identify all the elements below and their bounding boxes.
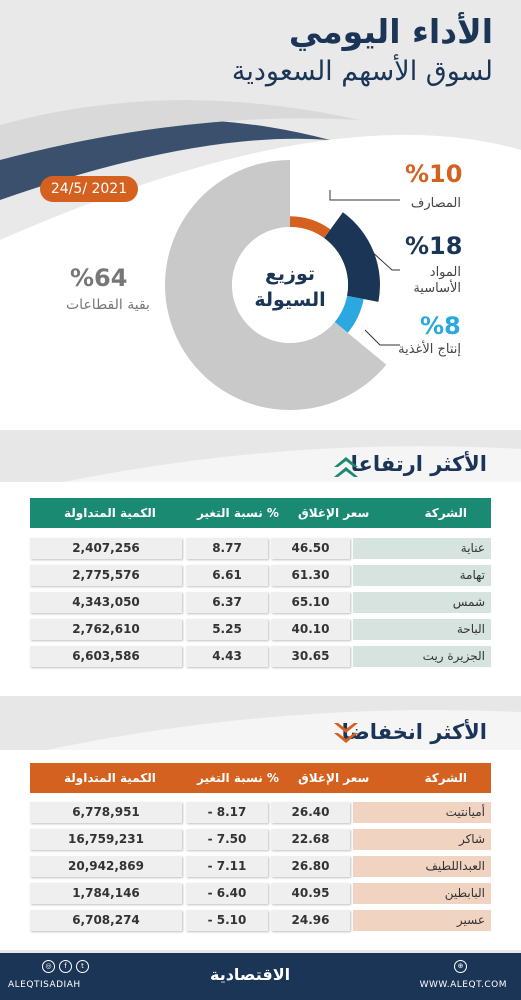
table-row: 1,784,146- 6.40 40.95 البابطين [30,883,491,904]
change-cell: 5.25 [186,619,268,640]
slice-materials [324,212,380,302]
globe-icon[interactable]: ⊕ [454,960,467,973]
slice-label-food: إنتاج الأغذية [398,342,461,357]
change-cell: - 7.11 [186,856,268,877]
col-change: نسبة التغير % [197,506,279,520]
leader-line-food [364,329,400,346]
losers-title: الأكثر انخفاضا [341,720,487,744]
table-row: 4,343,050 6.37 65.10 شمس [30,592,491,613]
col-change: نسبة التغير % [197,771,279,785]
company-cell: الباحة [353,619,491,640]
slice-label-banks: المصارف [410,196,461,211]
slice-label-materials-1: المواد [429,265,461,280]
leader-line-materials [369,249,400,271]
close-cell: 26.40 [271,802,350,823]
slice-pct-others: %64 [70,264,128,292]
col-volume: الكمية المتداولة [64,506,156,520]
slice-food [334,295,364,333]
company-cell: العبداللطيف [353,856,491,877]
close-cell: 65.10 [271,592,350,613]
slice-label-others: بقية القطاعات [66,297,150,313]
volume-cell: 6,708,274 [30,910,182,931]
volume-cell: 2,407,256 [30,538,182,559]
footer-logo: الاقتصادية [210,965,291,984]
change-cell: 8.77 [186,538,268,559]
company-cell: تهامة [353,565,491,586]
instagram-icon[interactable]: ◎ [42,960,55,973]
col-close: سعر الإغلاق [298,506,370,520]
page-subtitle: لسوق الأسهم السعودية [231,56,493,87]
change-cell: - 8.17 [186,802,268,823]
volume-cell: 6,778,951 [30,802,182,823]
liquidity-donut-chart: توزيع السيولة [165,160,400,410]
slice-pct-banks: %10 [405,160,463,188]
gainers-title: الأكثر ارتفاعا [350,452,487,476]
leader-line-banks [329,190,400,201]
change-cell: 6.61 [186,565,268,586]
slice-label-materials-2: الأساسية [413,281,461,296]
slice-pct-food: %8 [420,312,461,340]
twitter-icon[interactable]: t [76,960,89,973]
slice-banks [290,216,331,239]
change-cell: - 5.10 [186,910,268,931]
volume-cell: 2,762,610 [30,619,182,640]
close-cell: 22.68 [271,829,350,850]
change-cell: 4.43 [186,646,268,667]
double-up-arrow-icon [334,457,358,477]
date-badge: 24/5/ 2021 [40,176,138,202]
company-cell: شاكر [353,829,491,850]
losers-table-header: الشركة سعر الإغلاق نسبة التغير % الكمية … [30,763,491,793]
table-row: 2,775,576 6.61 61.30 تهامة [30,565,491,586]
company-cell: عسير [353,910,491,931]
col-volume: الكمية المتداولة [64,771,156,785]
close-cell: 61.30 [271,565,350,586]
close-cell: 40.95 [271,883,350,904]
close-cell: 24.96 [271,910,350,931]
company-cell: شمس [353,592,491,613]
double-down-arrow-icon [334,723,358,743]
table-row: 2,762,610 5.25 40.10 الباحة [30,619,491,640]
table-row: 2,407,256 8.77 46.50 عناية [30,538,491,559]
close-cell: 46.50 [271,538,350,559]
volume-cell: 20,942,869 [30,856,182,877]
table-row: 20,942,869- 7.11 26.80 العبداللطيف [30,856,491,877]
page-title: الأداء اليومي [288,12,493,51]
close-cell: 30.65 [271,646,350,667]
table-row: 6,778,951- 8.17 26.40 أميانتيت [30,802,491,823]
footer: ◎ f t ALEQTISADIAH الاقتصادية ⊕ WWW.ALEQ… [0,953,521,1000]
volume-cell: 16,759,231 [30,829,182,850]
close-cell: 26.80 [271,856,350,877]
slice-pct-materials: %18 [405,232,463,260]
facebook-icon[interactable]: f [59,960,72,973]
footer-handle: ALEQTISADIAH [8,980,81,990]
col-company: الشركة [424,771,467,785]
company-cell: البابطين [353,883,491,904]
table-row: 16,759,231- 7.50 22.68 شاكر [30,829,491,850]
company-cell: أميانتيت [353,802,491,823]
close-cell: 40.10 [271,619,350,640]
volume-cell: 4,343,050 [30,592,182,613]
change-cell: - 6.40 [186,883,268,904]
donut-center [232,227,348,343]
col-company: الشركة [424,506,467,520]
company-cell: الجزيرة ريت [353,646,491,667]
col-close: سعر الإغلاق [298,771,370,785]
donut-center-label-2: السيولة [254,289,325,311]
donut-center-label-1: توزيع [265,263,315,285]
gainers-table-header: الشركة سعر الإغلاق نسبة التغير % الكمية … [30,498,491,528]
losers-header: الأكثر انخفاضا [0,700,521,760]
company-cell: عناية [353,538,491,559]
table-row: 6,603,586 4.43 30.65 الجزيرة ريت [30,646,491,667]
change-cell: 6.37 [186,592,268,613]
table-row: 6,708,274- 5.10 24.96 عسير [30,910,491,931]
volume-cell: 2,775,576 [30,565,182,586]
slice-others [165,160,387,410]
volume-cell: 6,603,586 [30,646,182,667]
footer-website[interactable]: WWW.ALEQT.COM [419,980,507,990]
volume-cell: 1,784,146 [30,883,182,904]
change-cell: - 7.50 [186,829,268,850]
